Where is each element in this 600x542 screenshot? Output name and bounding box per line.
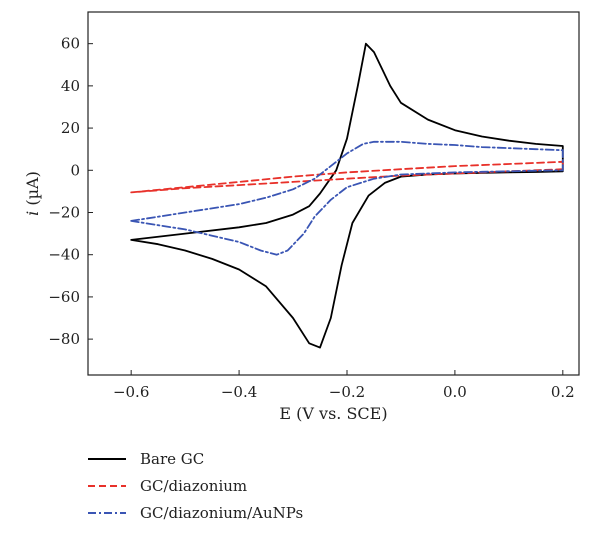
y-tick-label: −60 [48, 288, 80, 306]
x-tick-label: −0.6 [113, 383, 149, 401]
series-line-3 [130, 140, 564, 256]
plot-frame [87, 11, 580, 376]
x-axis-title: E (V vs. SCE) [279, 404, 387, 423]
x-tick-label: 0.0 [443, 383, 467, 401]
y-axis-title-unit: (µA) [23, 171, 42, 211]
legend-label-3: GC/diazonium/AuNPs [140, 504, 303, 522]
series-line-2 [130, 160, 564, 194]
y-axis-title-symbol: i [23, 211, 42, 216]
y-tick-label: −20 [48, 203, 80, 221]
x-tick-label: 0.2 [551, 383, 575, 401]
y-tick-label: 60 [61, 35, 80, 53]
y-tick-label: −80 [48, 330, 80, 348]
x-tick-label: −0.4 [221, 383, 257, 401]
legend-label-2: GC/diazonium [140, 477, 247, 495]
y-axis-title: i (µA) [23, 171, 42, 216]
x-tick-label: −0.2 [329, 383, 365, 401]
y-tick-label: −40 [48, 246, 80, 264]
legend-label-1: Bare GC [140, 450, 204, 468]
series-line-1 [130, 42, 564, 349]
axis-tick-labels: −0.6 −0.4 −0.2 0.0 0.2 −80 −60 −40 −20 0 20 40 60 [48, 35, 574, 401]
y-tick-label: 40 [61, 77, 80, 95]
y-tick-label: 20 [61, 119, 80, 137]
series-lines [130, 42, 564, 349]
axis-ticks [88, 43, 564, 375]
legend: Bare GC GC/diazonium GC/diazonium/AuNPs [88, 450, 303, 522]
y-tick-label: 0 [70, 161, 80, 179]
